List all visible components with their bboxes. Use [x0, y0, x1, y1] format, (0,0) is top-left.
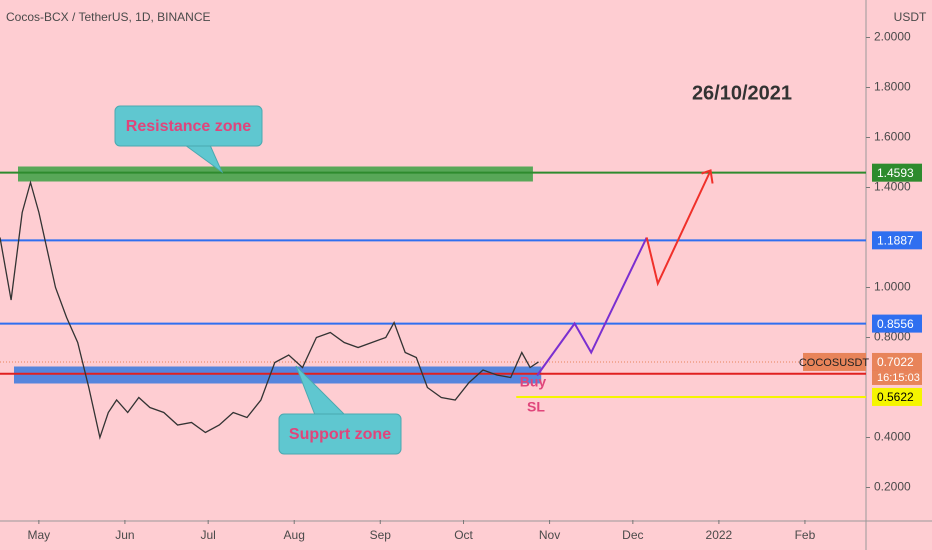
- y-tick-label: 1.4000: [874, 180, 911, 194]
- zone: [18, 166, 533, 182]
- y-tick-label: 1.6000: [874, 130, 911, 144]
- price-tag: [872, 314, 922, 333]
- x-tick-label: 2022: [706, 528, 733, 542]
- callout: Support zone: [278, 365, 402, 455]
- countdown-tag: [872, 370, 922, 385]
- price-tag-label: 0.5622: [877, 390, 914, 404]
- zone-label: Resistance zone: [126, 118, 251, 135]
- plot: [0, 166, 866, 440]
- price-tag-label: 1.1887: [877, 233, 914, 247]
- x-tick-label: Sep: [370, 528, 392, 542]
- price-tag-label: 0.8556: [877, 317, 914, 331]
- x-tick-label: Dec: [622, 528, 643, 542]
- symbol: COCOSUSDT: [799, 357, 870, 369]
- price-tag: [872, 352, 922, 371]
- chart-title: Cocos-BCX / TetherUS, 1D, BINANCE: [6, 10, 211, 24]
- y-tick-label: 0.4000: [874, 430, 911, 444]
- callout-box: [278, 413, 402, 455]
- price-tag-label: 0.7022: [877, 355, 914, 369]
- callout: Resistance zone: [114, 105, 263, 174]
- callout-box: [114, 105, 263, 147]
- price-line: [536, 237, 648, 377]
- zone-label: Support zone: [289, 426, 391, 443]
- price-tag: [872, 387, 922, 406]
- arrow-head: [701, 169, 714, 184]
- y-tick-label: 2.0000: [874, 30, 911, 44]
- x-tick-label: Nov: [539, 528, 560, 542]
- axis-unit: USDT: [894, 10, 927, 24]
- y-tick-label: 1.0000: [874, 280, 911, 294]
- countdown: 16:15:03: [877, 372, 920, 384]
- symbol-tag: [803, 352, 866, 371]
- x-tick-label: Aug: [284, 528, 305, 542]
- y-tick-label: 0.8000: [874, 330, 911, 344]
- y-tick-label: 0.2000: [874, 480, 911, 494]
- sl-label: SL: [527, 399, 545, 415]
- buy-label: Buy: [520, 374, 547, 390]
- y-tick-label: 1.8000: [874, 80, 911, 94]
- x-tick-label: Oct: [454, 528, 473, 542]
- x-tick-label: Jul: [201, 528, 216, 542]
- x-tick-label: Feb: [795, 528, 816, 542]
- x-tick-label: May: [28, 528, 51, 542]
- x-tick-label: Jun: [115, 528, 134, 542]
- price-tag: [872, 231, 922, 250]
- date-annotation: 26/10/2021: [692, 82, 792, 104]
- price-tag-label: 1.4593: [877, 166, 914, 180]
- price-line: [0, 180, 539, 440]
- price-line: [645, 170, 712, 287]
- price-tag: [872, 163, 922, 182]
- zone: [14, 366, 542, 384]
